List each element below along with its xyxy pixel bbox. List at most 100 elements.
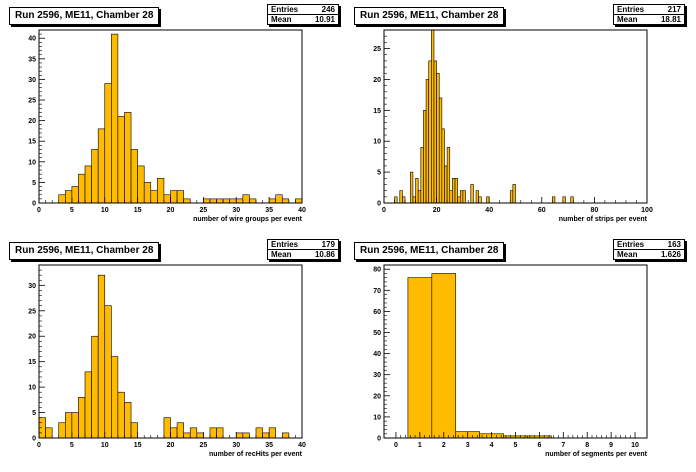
- mean-label: Mean: [617, 15, 638, 24]
- histogram-bar: [431, 29, 435, 204]
- y-tick-label: 35: [28, 56, 36, 63]
- histogram-bar: [268, 427, 276, 439]
- histogram-bar: [91, 335, 99, 439]
- x-tick-label: 8: [585, 442, 589, 449]
- x-tick-label: 60: [538, 207, 546, 214]
- y-tick-label: 20: [373, 77, 381, 84]
- histogram-bar: [183, 432, 191, 439]
- x-tick-label: 2: [442, 442, 446, 449]
- histogram-bar: [433, 60, 437, 204]
- x-tick-label: 35: [265, 207, 273, 214]
- x-tick-label: 9: [609, 442, 613, 449]
- histogram-bar: [399, 190, 403, 204]
- mean-label: Mean: [271, 250, 292, 259]
- x-tick-label: 20: [433, 207, 441, 214]
- x-tick-label: 10: [631, 442, 639, 449]
- histogram-bar: [71, 186, 79, 204]
- y-tick-label: 30: [28, 77, 36, 84]
- histogram-bar: [91, 149, 99, 204]
- histogram-bar: [170, 190, 178, 204]
- y-tick-label: 5: [377, 170, 381, 177]
- entries-value: 179: [321, 240, 335, 249]
- y-tick-label: 15: [373, 108, 381, 115]
- y-tick-label: 20: [28, 118, 36, 125]
- y-tick-label: 25: [28, 308, 36, 315]
- histogram-bar: [446, 147, 451, 204]
- mean-value: 10.86: [314, 250, 335, 259]
- y-tick-label: 15: [28, 139, 36, 146]
- entries-value: 217: [667, 5, 681, 14]
- histogram-bar: [457, 196, 461, 204]
- x-tick-label: 5: [70, 442, 74, 449]
- chart-svg: 0 5 10 15 20 25 30 35 40 0 5 10 15 20 25 30 35 40 number o…: [28, 29, 306, 223]
- histogram-bar: [124, 112, 132, 204]
- histogram-bar: [222, 198, 230, 204]
- histogram-bar: [229, 198, 237, 204]
- entries-label: Entries: [617, 5, 645, 14]
- histogram-bar: [176, 422, 184, 439]
- histogram-bar: [235, 432, 244, 439]
- y-tick-label: 10: [373, 414, 381, 421]
- histogram-bar: [104, 83, 112, 204]
- y-tick-label: 10: [28, 159, 36, 166]
- x-tick-label: 1: [418, 442, 422, 449]
- histogram-bar: [431, 273, 457, 439]
- histogram-bar: [58, 194, 66, 204]
- histogram-bar: [470, 184, 474, 204]
- histogram-bar: [281, 432, 290, 439]
- x-tick-label: 0: [37, 442, 41, 449]
- histogram-bar: [478, 196, 482, 204]
- chart-svg: 0 20 40 60 80 100 0 5 10 15 20 25 number of strips p…: [373, 29, 653, 223]
- histogram-bar: [249, 198, 257, 204]
- entries-value: 163: [667, 240, 681, 249]
- x-tick-label: 10: [101, 442, 109, 449]
- y-tick-label: 5: [32, 410, 36, 417]
- histogram-bar: [412, 196, 416, 204]
- entries-label: Entries: [271, 240, 299, 249]
- histogram-segments: 0 1 2 3 4 5 6 7 8 9 10 0 10 20 30 40 50 60 70 80 number of s…: [348, 237, 693, 470]
- histogram-rechits: 0 5 10 15 20 25 30 35 40 0 5 10 15 20 25 30 number of re…: [3, 237, 348, 470]
- histogram-bar: [124, 402, 132, 439]
- x-tick-label: 0: [394, 442, 398, 449]
- histogram-bar: [216, 198, 224, 204]
- x-tick-label: 7: [561, 442, 565, 449]
- histogram-bar: [242, 194, 250, 204]
- y-tick-label: 30: [28, 283, 36, 290]
- histogram-bar: [104, 305, 112, 439]
- mean-label: Mean: [617, 250, 638, 259]
- stats-box: Entries 246 Mean 10.91: [267, 4, 339, 25]
- chart-title: Run 2596, ME11, Chamber 28: [9, 242, 160, 260]
- histogram-bar: [137, 165, 145, 204]
- x-tick-label: 20: [167, 207, 175, 214]
- histogram-bar: [262, 432, 270, 439]
- histogram-bar: [78, 173, 86, 204]
- y-tick-label: 40: [373, 351, 381, 358]
- histogram-bar: [417, 190, 422, 204]
- histogram-bar: [475, 190, 479, 204]
- x-axis-title: number of recHits per event: [209, 451, 303, 458]
- histogram-bar: [163, 194, 171, 204]
- y-tick-label: 80: [373, 267, 381, 274]
- histogram-bar: [444, 165, 448, 204]
- mean-label: Mean: [271, 15, 292, 24]
- y-tick-label: 40: [28, 36, 36, 43]
- histogram-bar: [509, 190, 514, 204]
- histogram-bar: [84, 371, 92, 439]
- x-axis-title: number of segments per event: [545, 451, 648, 458]
- histogram-bar: [45, 427, 53, 439]
- y-tick-label: 20: [373, 393, 381, 400]
- x-tick-label: 25: [199, 442, 207, 449]
- histogram-bar: [111, 33, 119, 204]
- histogram-bar: [562, 196, 566, 204]
- chart-svg: 0 1 2 3 4 5 6 7 8 9 10 0 10 20 30 40 50 60 70 80 number of s…: [373, 264, 648, 458]
- histogram-bar: [203, 198, 211, 204]
- histogram-bar: [438, 97, 443, 204]
- histogram-bar: [97, 274, 106, 439]
- histogram-bar: [130, 149, 138, 204]
- histogram-bar: [459, 190, 464, 204]
- histogram-bar: [275, 194, 283, 204]
- histogram-bar: [512, 184, 516, 204]
- histogram-bar: [423, 110, 427, 204]
- histogram-bar: [436, 72, 440, 204]
- histogram-bar: [454, 177, 458, 204]
